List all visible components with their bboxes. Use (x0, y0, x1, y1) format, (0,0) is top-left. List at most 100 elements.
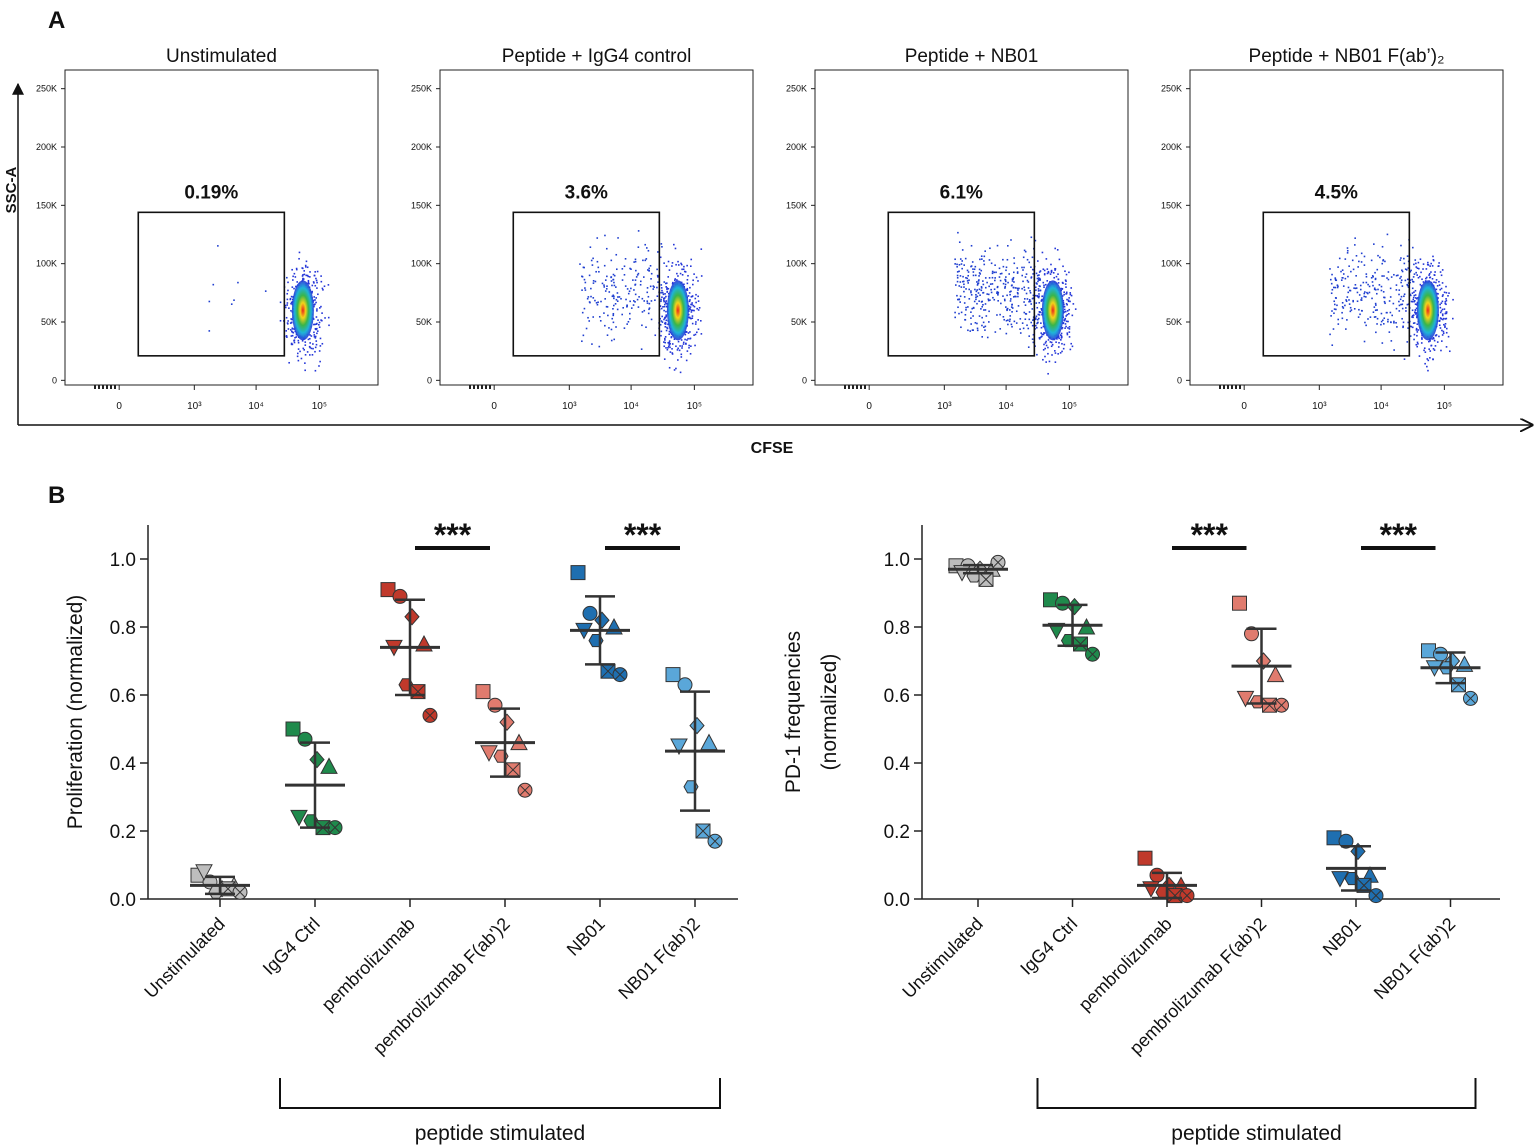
event (1440, 274, 1443, 277)
event (1041, 295, 1044, 298)
data-point (1463, 690, 1478, 706)
event (634, 279, 637, 281)
event (981, 305, 983, 308)
event (1384, 260, 1386, 263)
event (1407, 286, 1410, 288)
event (579, 263, 581, 265)
event (1035, 326, 1038, 329)
data-point (1266, 665, 1285, 683)
event (1037, 288, 1040, 290)
event (640, 348, 643, 350)
event (1062, 265, 1064, 268)
event (988, 285, 990, 288)
event (1009, 298, 1012, 300)
event (665, 265, 668, 267)
data-point (475, 684, 491, 700)
event (287, 328, 290, 330)
event (1037, 313, 1040, 316)
event (583, 307, 586, 310)
y-tick-label: 0.8 (884, 618, 910, 639)
event (1422, 268, 1424, 270)
event (1029, 291, 1032, 294)
event (624, 258, 627, 260)
event (691, 315, 694, 317)
event (1034, 324, 1037, 327)
error-bar (300, 741, 330, 829)
event (663, 318, 665, 321)
event (671, 282, 674, 285)
event (1042, 333, 1045, 336)
event (635, 269, 637, 272)
y-tick-label: 0.8 (110, 618, 136, 639)
event (313, 335, 316, 338)
event (1344, 304, 1346, 307)
event (656, 286, 658, 289)
event (287, 281, 289, 284)
event (1444, 312, 1447, 315)
event (296, 281, 299, 283)
event (963, 286, 965, 288)
event (645, 326, 647, 329)
event (1411, 316, 1413, 318)
event (584, 281, 587, 284)
event (1004, 280, 1007, 283)
event (1038, 337, 1041, 340)
event (665, 314, 668, 316)
event (1445, 346, 1448, 348)
event (996, 244, 999, 247)
event (974, 321, 977, 324)
event (653, 286, 655, 288)
event (1013, 281, 1015, 283)
event (592, 257, 594, 260)
event (1402, 325, 1404, 328)
event (1064, 323, 1067, 325)
event-density (1416, 280, 1439, 341)
marker-shape (297, 731, 313, 747)
event (1411, 278, 1413, 281)
event (1032, 294, 1035, 297)
event (297, 359, 300, 362)
event (1060, 332, 1063, 335)
event (1059, 334, 1062, 336)
event (1043, 332, 1045, 334)
event (1061, 326, 1064, 329)
event (1414, 312, 1417, 314)
event (656, 268, 658, 271)
event (313, 331, 315, 334)
event (314, 303, 316, 306)
y-tick-label: 250K (411, 84, 432, 94)
event (1063, 308, 1066, 311)
plot-title: Peptide + IgG4 control (502, 46, 692, 67)
event (1058, 258, 1061, 261)
event (1445, 298, 1447, 300)
event (315, 316, 318, 318)
event (992, 296, 994, 299)
event (1344, 277, 1347, 280)
event (1043, 284, 1045, 287)
event (687, 274, 689, 277)
event (689, 337, 692, 340)
event (1067, 320, 1069, 323)
event (692, 283, 694, 286)
event (1004, 283, 1007, 286)
event (309, 346, 311, 349)
event (321, 312, 323, 314)
event (689, 331, 691, 333)
marker-shape (665, 667, 681, 683)
event (982, 321, 985, 324)
event (1036, 274, 1039, 277)
event (1067, 300, 1070, 303)
event (1043, 269, 1046, 272)
event (1006, 294, 1008, 297)
event (311, 292, 313, 294)
event (671, 262, 674, 264)
event (1440, 349, 1442, 352)
event (974, 265, 977, 268)
event (1355, 255, 1358, 257)
event (1019, 318, 1022, 320)
event (1384, 302, 1386, 305)
marker-shape (1331, 871, 1349, 888)
event (1401, 307, 1404, 310)
event (974, 288, 976, 291)
event (1040, 326, 1043, 329)
